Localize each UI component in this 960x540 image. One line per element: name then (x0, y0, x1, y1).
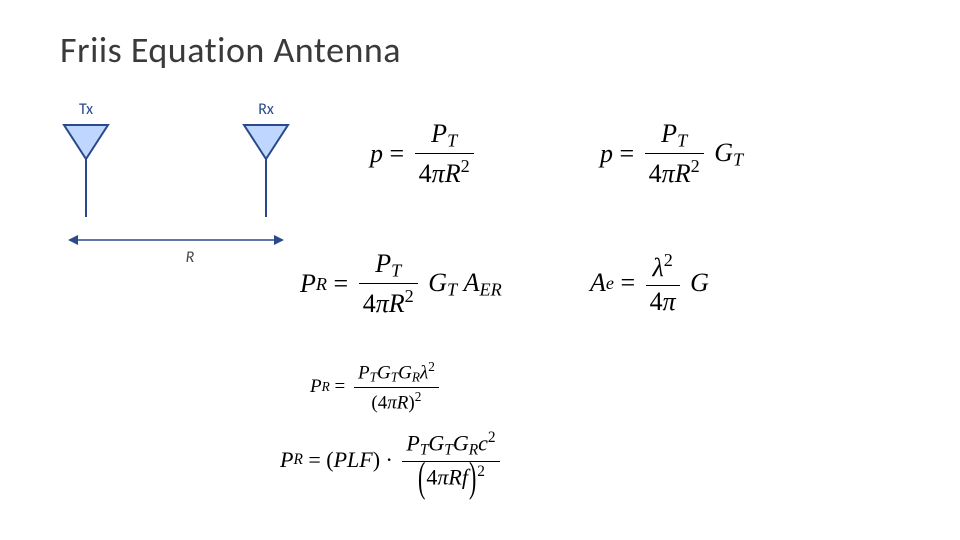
page-title: Friis Equation Antenna (60, 28, 401, 72)
equation-power-density-basic: p = PT 4πR2 (370, 120, 478, 188)
rx-label: Rx (240, 100, 292, 119)
antenna-rx-icon (240, 121, 292, 221)
equation-received-power-aperture: PR = PT 4πR2 GT AER (300, 250, 502, 318)
tx-label: Tx (60, 100, 112, 119)
tx-antenna: Tx (60, 100, 112, 221)
equation-effective-aperture: Ae = λ2 4π G (590, 250, 709, 316)
distance-label: R (60, 248, 320, 267)
rx-antenna: Rx (240, 100, 292, 221)
equation-friis-lambda: PR = PTGTGRλ2 (4πR)2 (310, 360, 443, 414)
slide: Friis Equation Antenna Tx Rx R (0, 0, 960, 540)
equation-power-density-gain: p = PT 4πR2 GT (600, 120, 743, 188)
equation-friis-frequency-plf: PR = (PLF) · PTGTGRc2 (4πRf)2 (280, 430, 504, 490)
antenna-diagram: Tx Rx R (60, 100, 320, 270)
antenna-tx-icon (60, 121, 112, 221)
